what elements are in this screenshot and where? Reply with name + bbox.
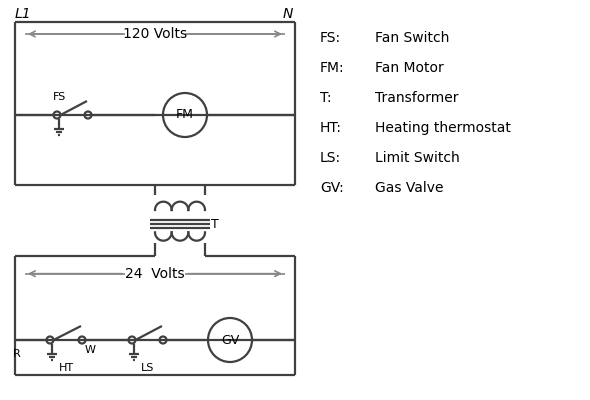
Text: Heating thermostat: Heating thermostat (375, 121, 511, 135)
Text: 24  Volts: 24 Volts (125, 267, 185, 281)
Text: N: N (283, 7, 293, 21)
Text: L1: L1 (15, 7, 32, 21)
Text: R: R (13, 349, 21, 359)
Text: FS:: FS: (320, 31, 341, 45)
Text: Fan Motor: Fan Motor (375, 61, 444, 75)
Text: HT:: HT: (320, 121, 342, 135)
Text: LS:: LS: (320, 151, 341, 165)
Text: GV:: GV: (320, 181, 344, 195)
Text: T:: T: (320, 91, 332, 105)
Text: Gas Valve: Gas Valve (375, 181, 444, 195)
Text: W: W (84, 345, 96, 355)
Text: GV: GV (221, 334, 239, 346)
Text: Transformer: Transformer (375, 91, 458, 105)
Text: T: T (211, 218, 219, 231)
Text: Limit Switch: Limit Switch (375, 151, 460, 165)
Text: FM:: FM: (320, 61, 345, 75)
Text: 120 Volts: 120 Volts (123, 27, 187, 41)
Text: Fan Switch: Fan Switch (375, 31, 450, 45)
Text: FS: FS (53, 92, 67, 102)
Text: HT: HT (58, 363, 74, 373)
Text: FM: FM (176, 108, 194, 122)
Text: LS: LS (141, 363, 154, 373)
